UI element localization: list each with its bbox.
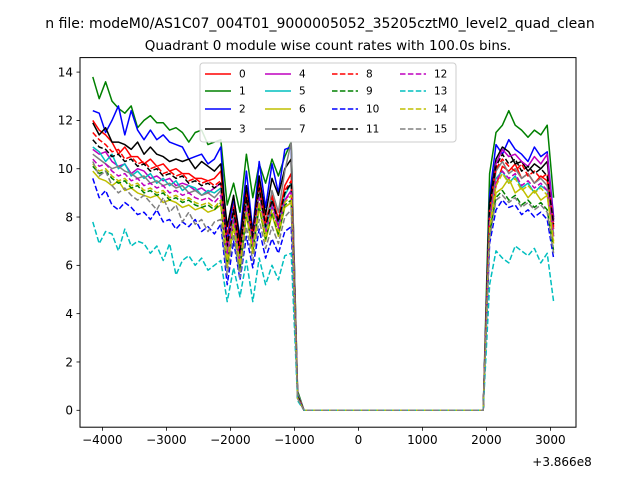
series-layer	[92, 76, 555, 412]
y-tick-label: 8	[65, 210, 73, 224]
axes-frame	[79, 57, 577, 428]
x-tick-label: −2000	[210, 433, 251, 447]
x-tick-label: 3000	[535, 433, 566, 447]
legend-label-7: 7	[299, 124, 306, 136]
figure-suptitle: n file: modeM0/AS1C07_004T01_9000005052_…	[45, 16, 594, 32]
y-tick-label: 4	[65, 307, 73, 321]
legend-label-8: 8	[366, 69, 373, 81]
legend-label-10: 10	[366, 104, 379, 116]
legend-label-1: 1	[239, 86, 246, 98]
legend-label-14: 14	[434, 104, 448, 116]
legend-label-12: 12	[434, 69, 447, 81]
legend-label-13: 13	[434, 86, 447, 98]
legend-label-2: 2	[239, 104, 246, 116]
y-tick-label: 10	[58, 162, 73, 176]
x-tick-label: −4000	[82, 433, 123, 447]
legend-label-6: 6	[299, 104, 306, 116]
legend-label-9: 9	[366, 86, 373, 98]
y-tick-label: 2	[65, 355, 73, 369]
legend-label-3: 3	[239, 124, 246, 136]
legend-label-5: 5	[299, 86, 306, 98]
series-line-15	[92, 161, 555, 412]
chart-title: Quadrant 0 module wise count rates with …	[145, 38, 511, 54]
x-tick-label: 0	[355, 433, 363, 447]
y-tick-label: 14	[58, 65, 73, 79]
x-axis: −4000 −3000 −2000 −1000 0 1000 2000 3000	[82, 427, 566, 447]
x-tick-label: 1000	[407, 433, 438, 447]
x-tick-label: −1000	[274, 433, 315, 447]
x-tick-label: 2000	[471, 433, 502, 447]
legend-label-11: 11	[366, 124, 379, 136]
legend-frame	[199, 62, 457, 143]
x-offset-label: +3.866e8	[532, 455, 591, 469]
legend-label-15: 15	[434, 124, 447, 136]
legend-label-4: 4	[299, 69, 306, 81]
legend-label-0: 0	[239, 69, 246, 81]
y-tick-label: 0	[65, 404, 73, 418]
y-tick-label: 12	[58, 114, 73, 128]
x-tick-label: −3000	[146, 433, 187, 447]
y-axis: 0 2 4 6 8 10 12 14	[58, 65, 80, 418]
y-tick-label: 6	[65, 259, 73, 273]
